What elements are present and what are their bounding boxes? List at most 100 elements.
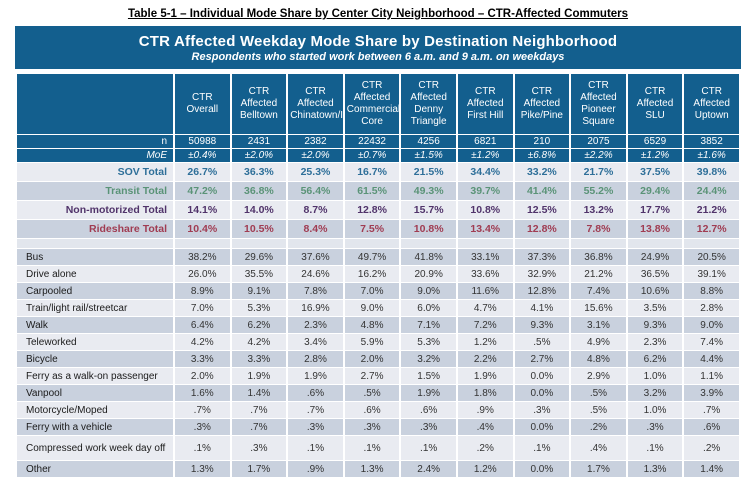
mode-value: 36.8%: [569, 248, 628, 266]
mode-value: 10.6%: [625, 282, 685, 300]
table-row: Ferry as a walk-on passenger 2.0% 1.9% 1.9%…: [15, 367, 741, 385]
total-row: Transit Total 47.2% 36.8% 56.4% 61.5% 49.3% 39…: [15, 181, 741, 201]
stat-value: ±0.4%: [173, 148, 232, 163]
mode-value: .5%: [569, 384, 628, 402]
column-header: CTR Affected Belltown: [229, 73, 289, 135]
table-body: n 50988 2431 2382 22432 4256 6821 210 2075 6529 38…: [15, 134, 741, 478]
mode-value: .2%: [569, 418, 628, 436]
stat-value: 2382: [286, 134, 345, 149]
total-value: 7.8%: [569, 219, 628, 239]
mode-value: 3.5%: [625, 299, 685, 317]
mode-value: 1.2%: [455, 333, 515, 351]
mode-value: 0.0%: [512, 367, 572, 385]
mode-share-data-table: CTR Overall CTR Affected Belltown CTR Affe…: [15, 73, 741, 478]
total-value: 13.8%: [625, 219, 685, 239]
mode-value: 4.8%: [569, 350, 628, 368]
total-value: 26.7%: [173, 162, 232, 182]
total-value: 21.5%: [399, 162, 458, 182]
mode-row-label: Ferry with a vehicle: [15, 418, 175, 436]
report-page: Table 5-1 – Individual Mode Share by Cen…: [0, 8, 756, 478]
mode-value: 2.8%: [286, 350, 345, 368]
stat-value: ±2.0%: [229, 148, 289, 163]
stat-value: 2431: [229, 134, 289, 149]
total-value: 37.5%: [625, 162, 685, 182]
corner-cell: [15, 73, 175, 135]
mode-value: 0.0%: [512, 460, 572, 478]
mode-value: .4%: [455, 418, 515, 436]
total-value: 21.2%: [682, 200, 741, 220]
mode-value: .2%: [455, 435, 515, 461]
table-row: Train/light rail/streetcar 7.0% 5.3% 16.9% 9…: [15, 299, 741, 317]
mode-value: .9%: [286, 460, 345, 478]
total-value: 12.8%: [512, 219, 572, 239]
mode-value: 49.7%: [342, 248, 402, 266]
table-row: Teleworked 4.2% 4.2% 3.4% 5.9% 5.3% 1.2% .5% 4.9…: [15, 333, 741, 351]
mode-value: .3%: [173, 418, 232, 436]
total-row-label: Transit Total: [15, 181, 175, 201]
total-value: 14.1%: [173, 200, 232, 220]
mode-row-label: Motorcycle/Moped: [15, 401, 175, 419]
stat-value: ±0.7%: [342, 148, 402, 163]
mode-value: 39.1%: [682, 265, 741, 283]
total-value: 8.4%: [286, 219, 345, 239]
mode-value: 7.8%: [286, 282, 345, 300]
mode-row-label: Train/light rail/streetcar: [15, 299, 175, 317]
mode-value: 4.1%: [512, 299, 572, 317]
mode-value: 1.4%: [682, 460, 741, 478]
mode-value: 6.0%: [399, 299, 458, 317]
table-row: Motorcycle/Moped .7% .7% .7% .6% .6% .9% .3% .5%…: [15, 401, 741, 419]
table-row: Vanpool 1.6% 1.4% .6% .5% 1.9% 1.8% 0.0% .5% 3.2%…: [15, 384, 741, 402]
mode-value: .3%: [229, 435, 289, 461]
spacer-cell: [229, 238, 289, 249]
stat-value: 6821: [455, 134, 515, 149]
mode-value: .3%: [512, 401, 572, 419]
mode-value: .7%: [682, 401, 741, 419]
column-header: CTR Affected Denny Triangle: [399, 73, 458, 135]
total-value: 47.2%: [173, 181, 232, 201]
stat-row: MoE ±0.4% ±2.0% ±2.0% ±0.7% ±1.5% ±1.2% ±6.8% ±2…: [15, 148, 741, 163]
spacer-cell: [15, 238, 175, 249]
mode-value: 2.4%: [399, 460, 458, 478]
mode-value: 2.0%: [342, 350, 402, 368]
mode-value: 1.2%: [455, 460, 515, 478]
banner-title: CTR Affected Weekday Mode Share by Desti…: [138, 33, 618, 50]
total-value: 21.7%: [569, 162, 628, 182]
mode-value: .7%: [173, 401, 232, 419]
stat-value: 210: [512, 134, 572, 149]
mode-value: 1.9%: [229, 367, 289, 385]
mode-value: 8.9%: [173, 282, 232, 300]
mode-value: 11.6%: [455, 282, 515, 300]
total-value: 12.5%: [512, 200, 572, 220]
mode-value: 41.8%: [399, 248, 458, 266]
total-value: 10.4%: [173, 219, 232, 239]
stat-row-label: MoE: [15, 148, 175, 163]
mode-value: .3%: [399, 418, 458, 436]
mode-value: 4.2%: [173, 333, 232, 351]
mode-value: 7.4%: [682, 333, 741, 351]
mode-value: 5.9%: [342, 333, 402, 351]
column-header: CTR Affected First Hill: [455, 73, 515, 135]
mode-value: 3.4%: [286, 333, 345, 351]
stat-value: ±1.6%: [682, 148, 741, 163]
mode-value: .6%: [682, 418, 741, 436]
mode-value: 1.8%: [455, 384, 515, 402]
mode-value: 21.2%: [569, 265, 628, 283]
mode-value: 36.5%: [625, 265, 685, 283]
table-row: Walk 6.4% 6.2% 2.3% 4.8% 7.1% 7.2% 9.3% 3.1% 9.3%…: [15, 316, 741, 334]
table-row: Ferry with a vehicle .3% .7% .3% .3% .3% .4% 0.…: [15, 418, 741, 436]
mode-value: .9%: [455, 401, 515, 419]
mode-value: 33.1%: [455, 248, 515, 266]
stat-value: ±1.2%: [455, 148, 515, 163]
mode-value: 0.0%: [512, 418, 572, 436]
mode-value: 4.8%: [342, 316, 402, 334]
total-row: Non-motorized Total 14.1% 14.0% 8.7% 12.8% 15…: [15, 200, 741, 220]
mode-value: 37.3%: [512, 248, 572, 266]
mode-row-label: Teleworked: [15, 333, 175, 351]
total-value: 10.5%: [229, 219, 289, 239]
mode-value: 7.2%: [455, 316, 515, 334]
table-row: Bicycle 3.3% 3.3% 2.8% 2.0% 3.2% 2.2% 2.7% 4.8% 6…: [15, 350, 741, 368]
mode-value: 4.4%: [682, 350, 741, 368]
mode-value: 2.9%: [569, 367, 628, 385]
total-value: 56.4%: [286, 181, 345, 201]
mode-value: 6.2%: [625, 350, 685, 368]
